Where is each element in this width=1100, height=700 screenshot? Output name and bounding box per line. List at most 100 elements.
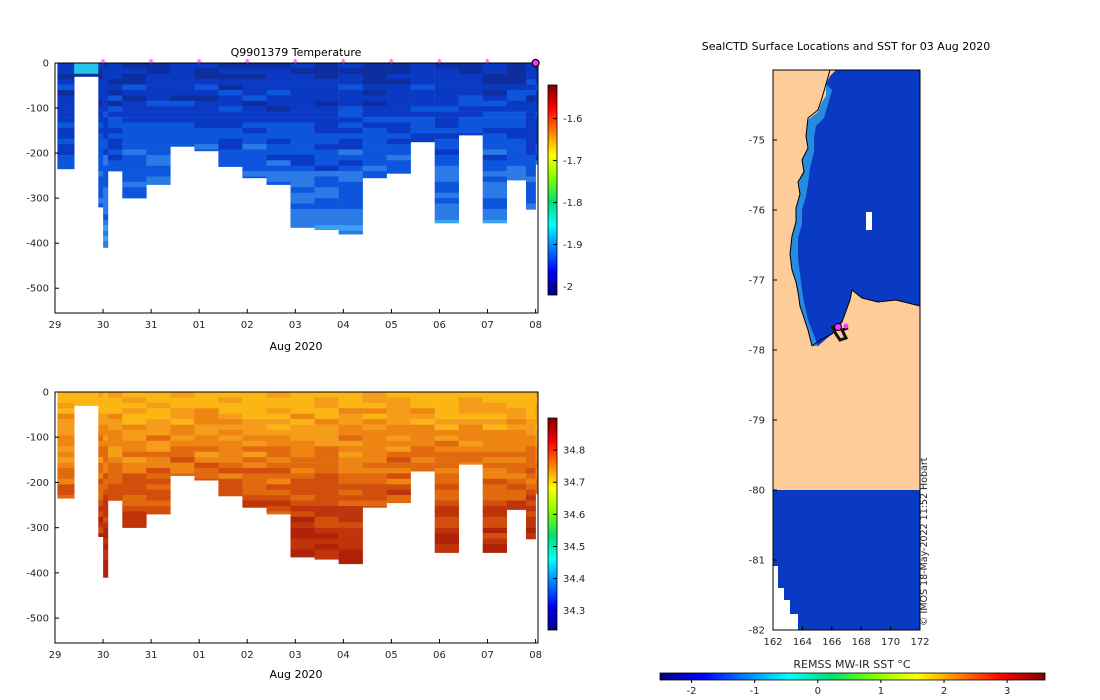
heatmap-cell (266, 506, 291, 512)
heatmap-cell (362, 457, 387, 463)
heatmap-cell (98, 495, 104, 501)
heatmap-cell (482, 144, 507, 150)
heatmap-cell (290, 117, 315, 123)
heatmap-cell (194, 84, 219, 91)
heatmap-cell (194, 397, 219, 404)
heatmap-cell (506, 446, 527, 452)
heatmap-cell (434, 484, 459, 490)
heatmap-cell (98, 117, 104, 123)
heatmap-cell (146, 435, 171, 442)
heatmap-cell (506, 95, 527, 102)
surface-location-marker: * (437, 57, 443, 70)
heatmap-cell (458, 68, 483, 75)
heatmap-cell (146, 495, 171, 501)
heatmap-cell (314, 468, 339, 474)
heatmap-cell (122, 106, 147, 112)
salinity-section-panel: 29 30 31 01 02 03 04 05 06 07 08 0 -100 -200 -300 -400… (26, 388, 585, 682)
colorbar-tick-label: 34.5 (563, 542, 585, 553)
heatmap-cell (482, 500, 507, 507)
heatmap-cell (218, 424, 243, 431)
heatmap-cell (386, 111, 411, 118)
heatmap-cell (194, 122, 219, 129)
heatmap-cell (98, 457, 104, 463)
heatmap-cell (98, 73, 104, 80)
heatmap-cell (535, 100, 539, 107)
heatmap-cell (107, 84, 123, 91)
heatmap-cell (526, 430, 536, 436)
heatmap-cell (218, 402, 243, 409)
heatmap-cell (103, 225, 109, 231)
heatmap-cell (103, 181, 109, 188)
heatmap-cell (482, 516, 507, 523)
heatmap-cell (57, 149, 75, 156)
heatmap-cell (290, 402, 315, 409)
heatmap-cell (122, 424, 147, 431)
heatmap-cell (103, 214, 109, 221)
heatmap-cell (242, 165, 267, 172)
heatmap-cell (218, 73, 243, 80)
heatmap-cell (290, 424, 315, 431)
heatmap-cell (57, 473, 75, 480)
heatmap-cell (122, 500, 147, 507)
heatmap-cell (434, 165, 459, 172)
heatmap-cell (266, 408, 291, 414)
heatmap-cell (526, 117, 536, 123)
heatmap-cell (362, 149, 387, 156)
heatmap-cell (526, 516, 536, 523)
heatmap-cell (526, 165, 536, 172)
heatmap-cell (314, 117, 339, 123)
heatmap-cell (526, 176, 536, 183)
heatmap-cell (434, 506, 459, 512)
heatmap-cell (57, 462, 75, 469)
heatmap-cell (362, 413, 387, 420)
heatmap-cell (122, 95, 147, 102)
heatmap-cell (506, 440, 527, 447)
heatmap-cell (434, 144, 459, 150)
heatmap-cell (458, 402, 483, 409)
heatmap-cell (170, 408, 195, 414)
heatmap-cell (122, 187, 147, 193)
heatmap-cell (194, 138, 219, 145)
heatmap-cell (506, 451, 527, 458)
heatmap-cell (57, 451, 75, 458)
heatmap-cell (434, 468, 459, 474)
heatmap-cell (266, 473, 291, 480)
heatmap-cell (434, 495, 459, 501)
heatmap-cell (434, 111, 459, 118)
colorbar-tick-label: -2 (563, 282, 573, 293)
heatmap-cell (290, 468, 315, 474)
heatmap-cell (107, 165, 123, 172)
heatmap-cell (122, 100, 147, 107)
heatmap-cell (506, 106, 527, 112)
heatmap-cell (57, 144, 75, 150)
heatmap-cell (266, 160, 291, 166)
heatmap-cell (122, 79, 147, 85)
heatmap-cell (107, 63, 123, 69)
heatmap-cell (362, 402, 387, 409)
surface-location-marker: * (148, 57, 154, 70)
heatmap-cell (338, 522, 363, 528)
heatmap-cell (194, 440, 219, 447)
seal-current-position (834, 323, 842, 331)
heatmap-cell (122, 462, 147, 469)
heatmap-cell (170, 424, 195, 431)
heatmap-cell (290, 538, 315, 545)
heatmap-cell (386, 495, 411, 501)
heatmap-cell (98, 79, 104, 85)
y-tick-label: -500 (26, 614, 49, 625)
heatmap-cell (386, 397, 411, 404)
heatmap-cell (242, 144, 267, 150)
heatmap-cell (57, 446, 75, 452)
heatmap-cell (314, 198, 339, 204)
heatmap-cell (338, 214, 363, 221)
heatmap-cell (506, 462, 527, 469)
heatmap-cell (98, 451, 104, 458)
heatmap-cell (242, 408, 267, 414)
heatmap-cell (107, 95, 123, 102)
heatmap-cell (526, 111, 536, 118)
heatmap-cell (526, 473, 536, 480)
heatmap-cell (535, 95, 539, 102)
heatmap-cell (386, 419, 411, 425)
heatmap-cell (526, 63, 536, 69)
heatmap-cell (386, 413, 411, 420)
